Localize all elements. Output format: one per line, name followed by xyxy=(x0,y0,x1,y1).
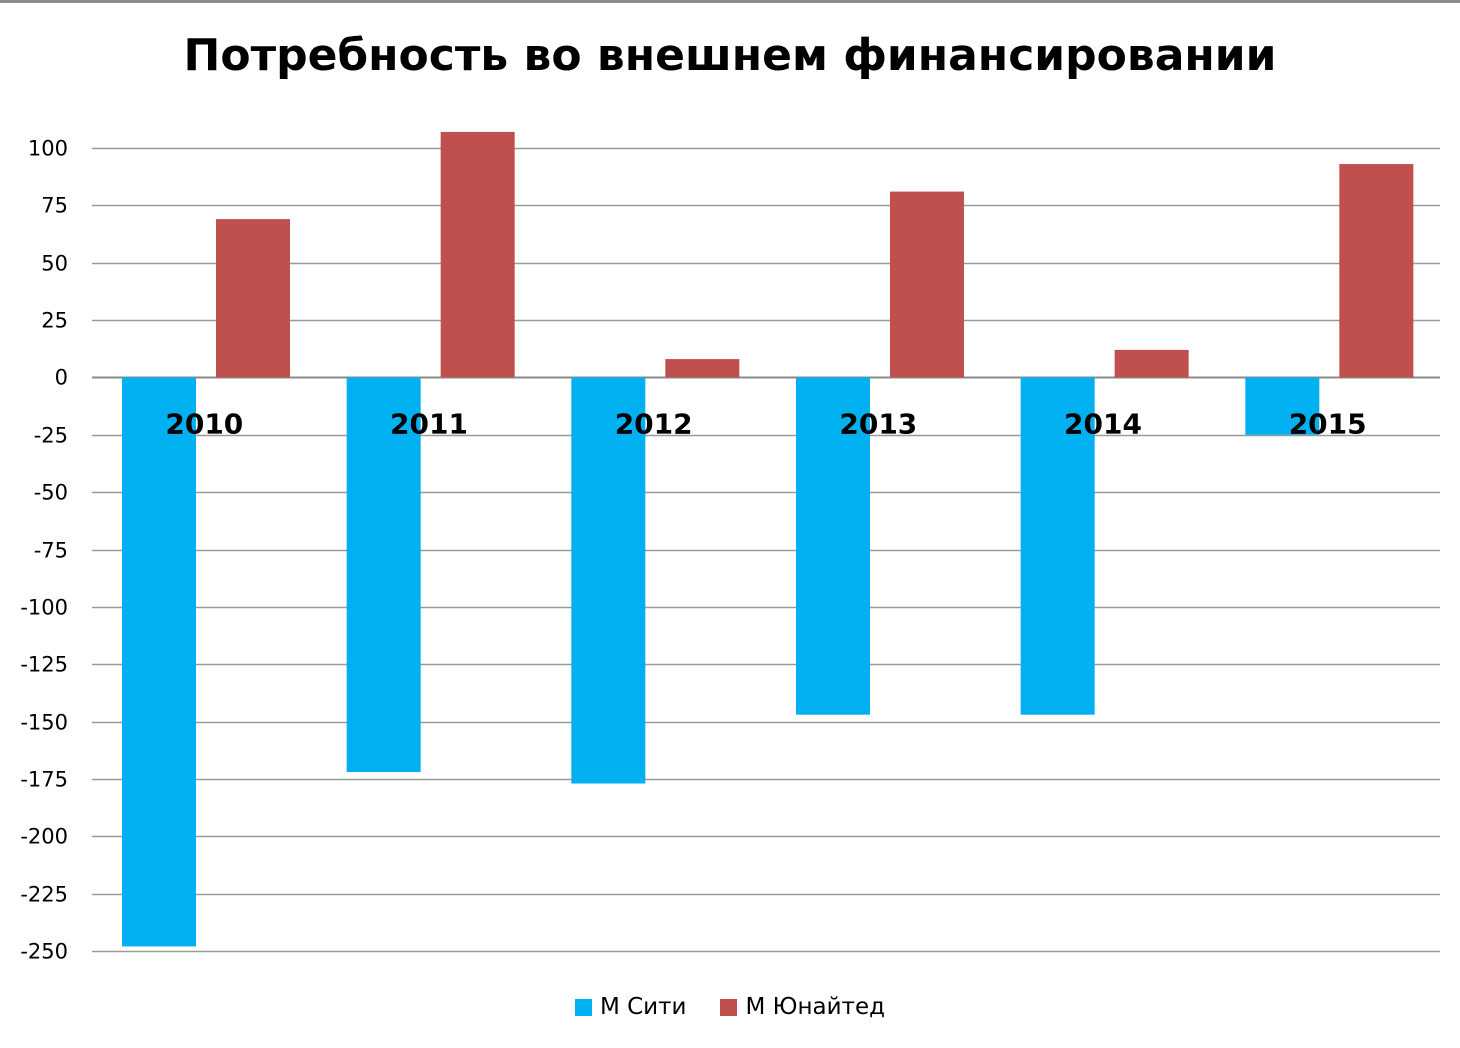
legend-label-series-2: М Юнайтед xyxy=(745,994,886,1020)
gridlines xyxy=(92,147,1440,953)
y-tick-label: -150 xyxy=(20,711,68,735)
y-tick-label: 0 xyxy=(55,366,68,390)
bar-series-1-2013[interactable] xyxy=(796,377,870,715)
y-tick-label: 75 xyxy=(41,194,68,218)
x-category-label: 2014 xyxy=(1064,407,1142,440)
y-tick-label: -125 xyxy=(20,653,68,677)
bars xyxy=(122,131,1414,947)
bar-series-1-2012[interactable] xyxy=(571,377,646,784)
legend-swatch-series-1 xyxy=(574,998,592,1016)
bar-series-2-2010[interactable] xyxy=(216,219,290,378)
bar-series-2-2014[interactable] xyxy=(1114,349,1189,378)
x-category-label: 2011 xyxy=(390,407,468,440)
y-tick-label: -175 xyxy=(20,768,68,792)
legend-item-series-2[interactable]: М Юнайтед xyxy=(720,994,885,1020)
legend-label-series-1: М Сити xyxy=(599,994,687,1020)
x-category-label: 2015 xyxy=(1289,407,1367,440)
legend-item-series-1[interactable]: М Сити xyxy=(574,994,687,1020)
y-tick-label: -100 xyxy=(20,596,68,620)
bar-series-2-2015[interactable] xyxy=(1339,164,1414,378)
legend: М Сити М Юнайтед xyxy=(0,994,1460,1020)
x-category-label: 2013 xyxy=(839,407,917,440)
x-category-label: 2012 xyxy=(615,407,693,440)
y-tick-label: -200 xyxy=(20,825,68,849)
bar-series-2-2011[interactable] xyxy=(440,131,515,378)
bar-series-1-2011[interactable] xyxy=(346,377,421,773)
legend-swatch-series-2 xyxy=(720,998,738,1016)
y-tick-label: -50 xyxy=(34,481,68,505)
bar-series-1-2014[interactable] xyxy=(1020,377,1095,715)
y-tick-label: -25 xyxy=(34,424,68,448)
y-tick-label: 25 xyxy=(41,309,68,333)
bar-series-1-2015[interactable] xyxy=(1245,377,1320,435)
y-tick-label: -250 xyxy=(20,940,68,964)
y-tick-label: -225 xyxy=(20,883,68,907)
y-tick-label: -75 xyxy=(34,539,68,563)
bar-series-1-2010[interactable] xyxy=(122,377,196,947)
chart-title: Потребность во внешнем финансировании xyxy=(183,30,1277,81)
y-axis: 100 75 50 25 0 -25 -50 -75 -100 -125 -150 -175 -200 -… xyxy=(20,137,68,964)
bar-series-2-2013[interactable] xyxy=(890,191,964,378)
bar-series-2-2012[interactable] xyxy=(665,359,740,378)
x-axis-categories: 2010 2011 2012 2013 2014 2015 xyxy=(165,407,1366,440)
y-tick-label: 100 xyxy=(28,137,68,161)
y-tick-label: 50 xyxy=(41,252,68,276)
x-category-label: 2010 xyxy=(165,407,243,440)
chart-frame-border xyxy=(0,0,1460,3)
